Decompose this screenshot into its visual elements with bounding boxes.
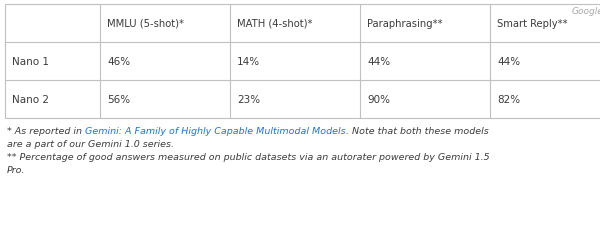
Text: 56%: 56% bbox=[107, 95, 130, 105]
Text: Pro.: Pro. bbox=[7, 165, 25, 174]
Text: 82%: 82% bbox=[497, 95, 520, 105]
Text: 46%: 46% bbox=[107, 57, 130, 67]
Text: * As reported in: * As reported in bbox=[7, 126, 85, 135]
Text: . Note that both these models: . Note that both these models bbox=[346, 126, 488, 135]
Text: are a part of our Gemini 1.0 series.: are a part of our Gemini 1.0 series. bbox=[7, 139, 174, 148]
Text: 90%: 90% bbox=[367, 95, 390, 105]
Text: Smart Reply**: Smart Reply** bbox=[497, 19, 568, 29]
Text: 14%: 14% bbox=[237, 57, 260, 67]
Text: MMLU (5-shot)*: MMLU (5-shot)* bbox=[107, 19, 184, 29]
Text: 44%: 44% bbox=[497, 57, 520, 67]
Text: Gemini: A Family of Highly Capable Multimodal Models: Gemini: A Family of Highly Capable Multi… bbox=[85, 126, 346, 135]
Text: Nano 1: Nano 1 bbox=[12, 57, 49, 67]
Text: 23%: 23% bbox=[237, 95, 260, 105]
Text: MATH (4-shot)*: MATH (4-shot)* bbox=[237, 19, 313, 29]
Text: Google: Google bbox=[571, 7, 600, 16]
Bar bbox=[5, 5, 600, 118]
Text: ** Percentage of good answers measured on public datasets via an autorater power: ** Percentage of good answers measured o… bbox=[7, 152, 490, 161]
Text: Paraphrasing**: Paraphrasing** bbox=[367, 19, 443, 29]
Text: Nano 2: Nano 2 bbox=[12, 95, 49, 105]
Text: 44%: 44% bbox=[367, 57, 390, 67]
